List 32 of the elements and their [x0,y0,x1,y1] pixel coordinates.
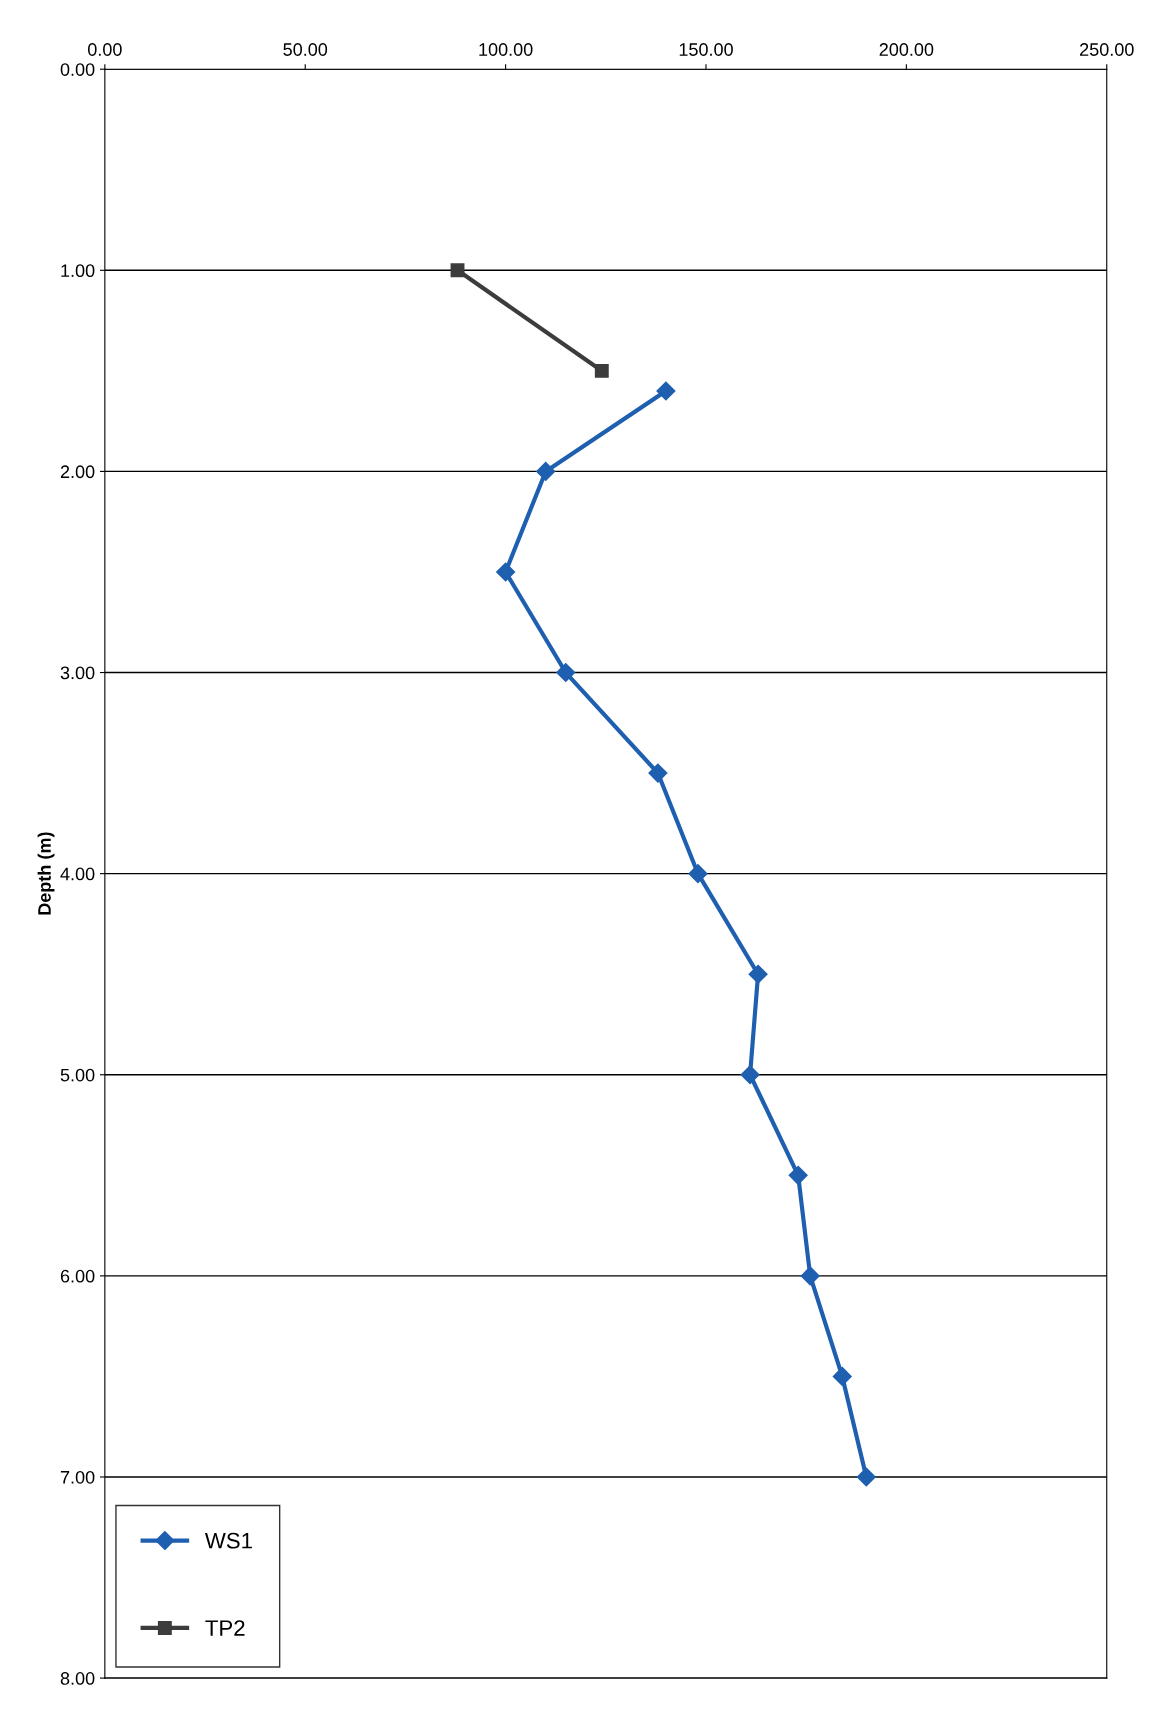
point [594,363,609,378]
x-tick-label: 150.00 [679,43,733,56]
point [656,381,676,401]
point [856,1467,876,1487]
point [496,562,516,582]
x-tick-label: 100.00 [479,43,533,56]
legend-label: WS1 [204,1532,252,1549]
y-axis-title: Depth (m) [37,832,55,915]
point [788,1165,808,1185]
y-tick-label: 7.00 [60,1470,95,1484]
x-tick-label: 250.00 [1080,43,1134,56]
y-tick-label: 0.00 [60,63,95,76]
point [800,1266,820,1286]
point [556,663,576,683]
y-tick-label: 2.00 [60,465,95,479]
point [648,763,668,783]
x-tick-label: 0.00 [87,43,122,56]
y-tick-label: 4.00 [60,867,95,881]
y-tick-label: 6.00 [60,1269,95,1283]
x-tick-label: 50.00 [283,43,328,56]
y-tick-label: 8.00 [60,1672,95,1685]
point [450,263,465,278]
point [536,461,556,481]
y-tick-label: 5.00 [60,1068,95,1082]
y-tick-label: 1.00 [61,264,95,278]
y-tick-label: 3.00 [60,666,95,680]
legend-label: TP2 [205,1620,245,1636]
point [748,964,768,984]
point [688,864,708,884]
point [832,1366,852,1386]
point [740,1065,760,1085]
x-tick-label: 200.00 [879,43,934,56]
